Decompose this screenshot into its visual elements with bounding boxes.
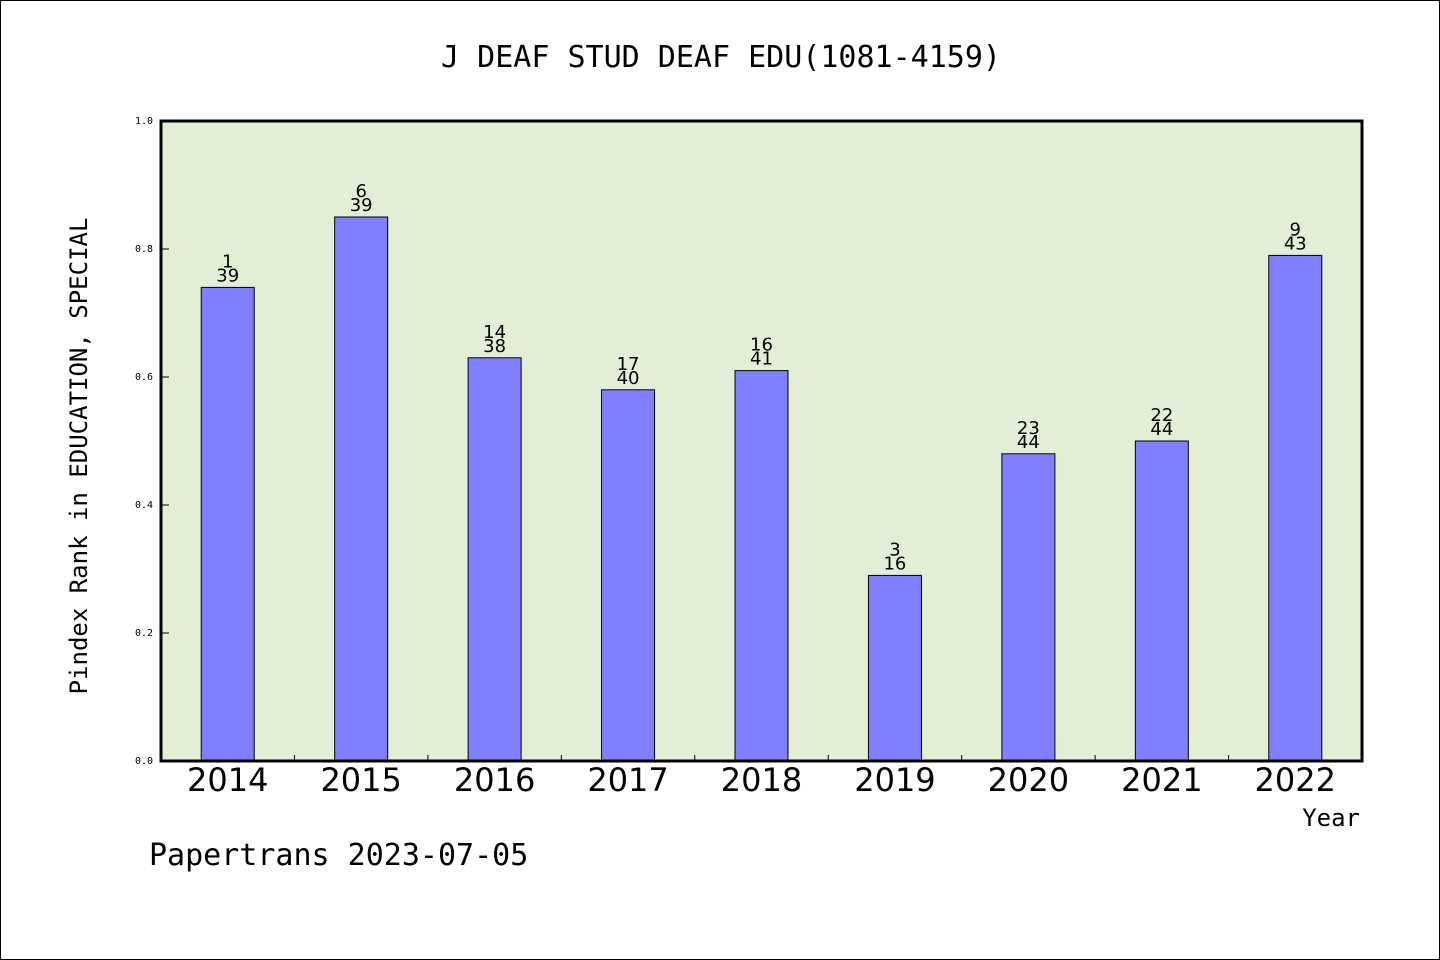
bar-2017 — [601, 389, 656, 762]
y-tick-label: 0.2 — [135, 628, 153, 639]
x-tick-label: 2019 — [854, 761, 935, 799]
bar-rank-label: 3 — [889, 539, 900, 560]
x-tick-label: 2014 — [187, 761, 268, 799]
bar-2018 — [734, 370, 789, 762]
x-axis-label: Year — [1302, 804, 1360, 832]
x-tick-label: 2022 — [1255, 761, 1336, 799]
bar-2022 — [1268, 254, 1323, 762]
y-axis: 0.0 0.2 0.4 0.6 0.8 1.0 — [135, 116, 169, 767]
x-tick-label: 2021 — [1121, 761, 1202, 799]
bar-total-label: 39 — [350, 195, 373, 216]
y-tick-label: 0.0 — [135, 756, 153, 767]
bar-rank-label: 14 — [483, 322, 506, 343]
x-axis: 2014 2015 2016 2017 2018 2019 2020 2021 2022 — [187, 755, 1336, 799]
bar-rank-label: 17 — [617, 354, 640, 375]
bar-total-label: 16 — [883, 553, 906, 574]
x-tick-label: 2016 — [454, 761, 535, 799]
footer-credit: Papertrans 2023-07-05 — [149, 838, 528, 873]
bar-2020 — [1001, 453, 1056, 762]
x-tick-label: 2020 — [988, 761, 1069, 799]
bar-total-label: 39 — [216, 265, 239, 286]
plot-frame — [159, 119, 1364, 763]
x-tick-label: 2018 — [721, 761, 802, 799]
bar-total-label: 40 — [617, 368, 640, 389]
bar-rank-label: 23 — [1017, 418, 1040, 439]
y-axis-label: Pindex Rank in EDUCATION, SPECIAL — [65, 218, 93, 695]
bar-total-label: 44 — [1150, 419, 1173, 440]
bar-total-label: 43 — [1284, 233, 1307, 254]
y-tick-label: 0.8 — [135, 244, 153, 255]
bar-2021 — [1134, 440, 1189, 762]
bar-total-label: 41 — [750, 349, 773, 370]
bar-series — [200, 216, 1323, 762]
y-tick-label: 1.0 — [135, 116, 153, 127]
y-tick-label: 0.4 — [135, 500, 153, 511]
bar-rank-label: 6 — [355, 181, 366, 202]
bar-rank-label: 9 — [1290, 219, 1301, 240]
chart-title: J DEAF STUD DEAF EDU(1081-4159) — [441, 40, 1001, 75]
bar-rank-label: 1 — [222, 251, 233, 272]
y-tick-label: 0.6 — [135, 372, 153, 383]
bar-2016 — [467, 357, 522, 762]
bar-total-label: 44 — [1017, 432, 1040, 453]
bar-2019 — [867, 574, 922, 762]
bar-rank-label: 16 — [750, 335, 773, 356]
bar-rank-label: 22 — [1150, 405, 1173, 426]
bar-total-label: 38 — [483, 336, 506, 357]
x-tick-label: 2015 — [320, 761, 401, 799]
bar-2014 — [200, 286, 255, 762]
bar-2015 — [334, 216, 389, 762]
x-tick-label: 2017 — [587, 761, 668, 799]
